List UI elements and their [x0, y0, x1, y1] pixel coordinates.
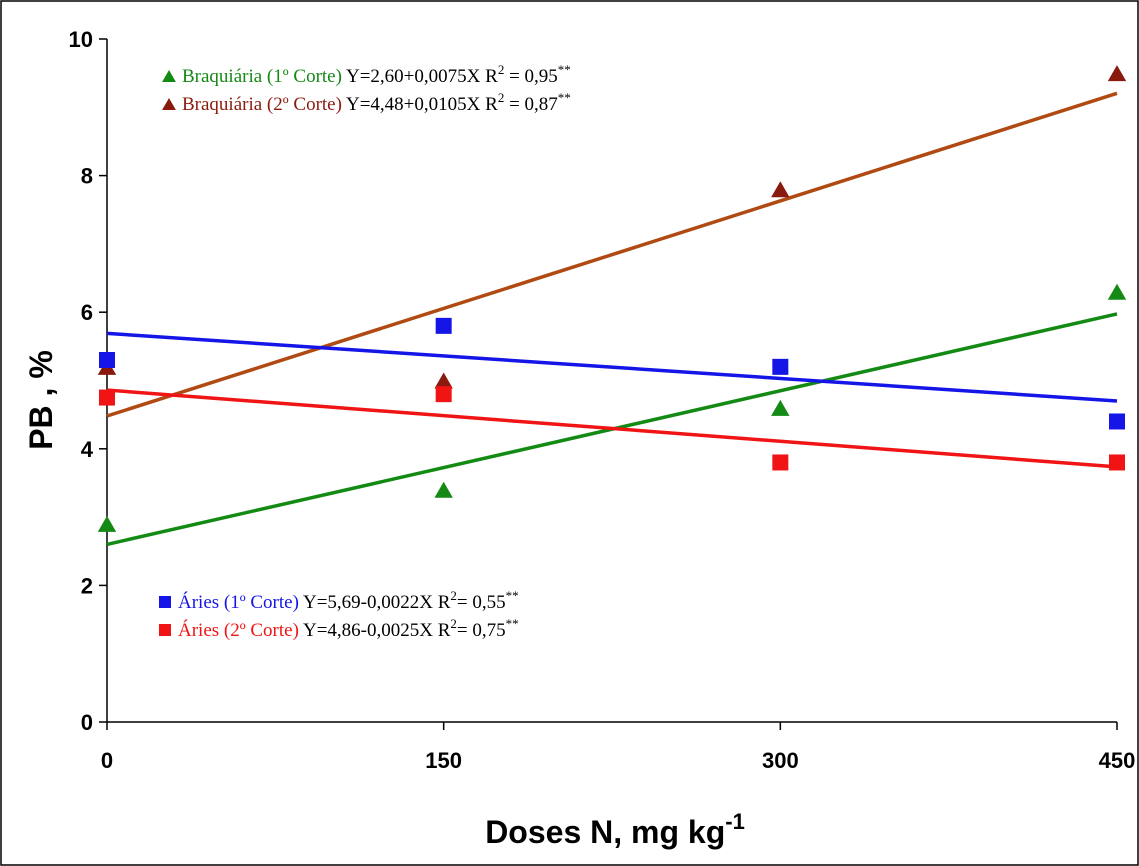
- legend-signif: **: [506, 588, 519, 603]
- legend-r2-exp: 2: [450, 616, 457, 631]
- legend-name: Braquiária (2º Corte): [182, 94, 342, 115]
- legend-r2-exp: 2: [450, 588, 457, 603]
- x-axis-title-main: Doses N, mg kg: [485, 814, 725, 850]
- data-point: [99, 352, 115, 369]
- x-tick-label: 0: [101, 748, 113, 773]
- legend-marker: [162, 70, 176, 82]
- data-point: [97, 515, 117, 532]
- data-point: [772, 454, 789, 471]
- x-axis-title: Doses N, mg kg-1: [485, 809, 745, 850]
- legend-name: Braquiária (1º Corte): [182, 66, 342, 87]
- legend-entry: Braquiária (1º Corte) Y=2,60+0,0075X R2 …: [182, 62, 571, 87]
- data-point: [434, 372, 453, 389]
- y-tick-label: 10: [69, 27, 93, 52]
- legend-r2-exp: 2: [498, 62, 505, 77]
- data-point: [1107, 283, 1127, 300]
- y-tick-label: 2: [81, 573, 93, 598]
- data-point: [435, 386, 452, 403]
- y-axis-title: PB , %: [23, 350, 59, 450]
- legend-equation: Y=4,86-0,0025X: [303, 620, 433, 641]
- legend-r2-value: = 0,87: [504, 94, 557, 115]
- y-tick-label: 0: [81, 710, 93, 735]
- legend-r2-label: R: [438, 592, 451, 613]
- data-point: [434, 481, 453, 498]
- legend-equation: Y=5,69-0,0022X: [303, 592, 433, 613]
- data-point: [99, 389, 115, 406]
- legend-equation: Y=2,60+0,0075X: [346, 66, 481, 87]
- x-tick-label: 150: [425, 748, 462, 773]
- legend-r2-exp: 2: [498, 90, 505, 105]
- fit-line-3: [106, 388, 1118, 469]
- legend-signif: **: [506, 616, 519, 631]
- legend-r2-label: R: [485, 94, 498, 115]
- data-point: [1109, 454, 1125, 471]
- fit-line-1: [106, 91, 1118, 418]
- fit-line-2: [106, 331, 1118, 403]
- y-tick-label: 4: [81, 437, 94, 462]
- legend-name: Áries (1º Corte): [178, 591, 299, 613]
- legend-entry: Áries (1º Corte) Y=5,69-0,0022X R2= 0,55…: [178, 588, 519, 613]
- data-point: [1107, 65, 1127, 82]
- fit-lines: [106, 91, 1118, 547]
- data-point: [771, 181, 790, 198]
- legend-r2-value: = 0,95: [504, 66, 557, 87]
- legend-r2-label: R: [485, 66, 498, 87]
- legend-r2-value: = 0,55: [457, 592, 506, 613]
- axes: 0 2 4 6 8 10 0 150 300 450: [69, 27, 1136, 773]
- legend-r2-label: R: [438, 620, 451, 641]
- legend-marker: [159, 596, 171, 608]
- legend-entry: Áries (2º Corte) Y=4,86-0,0025X R2= 0,75…: [178, 616, 519, 641]
- legend-equation: Y=4,48+0,0105X: [346, 94, 481, 115]
- x-tick-label: 450: [1099, 748, 1136, 773]
- legend-marker: [162, 98, 176, 110]
- legend-signif: **: [558, 90, 571, 105]
- data-point: [1109, 413, 1125, 430]
- legend-name: Áries (2º Corte): [178, 619, 299, 641]
- legend-marker: [159, 624, 171, 636]
- data-markers: [97, 65, 1127, 532]
- data-point: [772, 358, 789, 375]
- legend: Braquiária (1º Corte) Y=2,60+0,0075X R2 …: [159, 62, 571, 641]
- legend-signif: **: [558, 62, 571, 77]
- y-tick-label: 8: [81, 164, 93, 189]
- y-tick-label: 6: [81, 300, 93, 325]
- data-point: [771, 399, 790, 416]
- data-point: [435, 317, 452, 334]
- x-axis-title-sup: -1: [725, 809, 745, 834]
- legend-r2-value: = 0,75: [457, 620, 506, 641]
- x-tick-label: 300: [762, 748, 799, 773]
- legend-entry: Braquiária (2º Corte) Y=4,48+0,0105X R2 …: [182, 90, 571, 115]
